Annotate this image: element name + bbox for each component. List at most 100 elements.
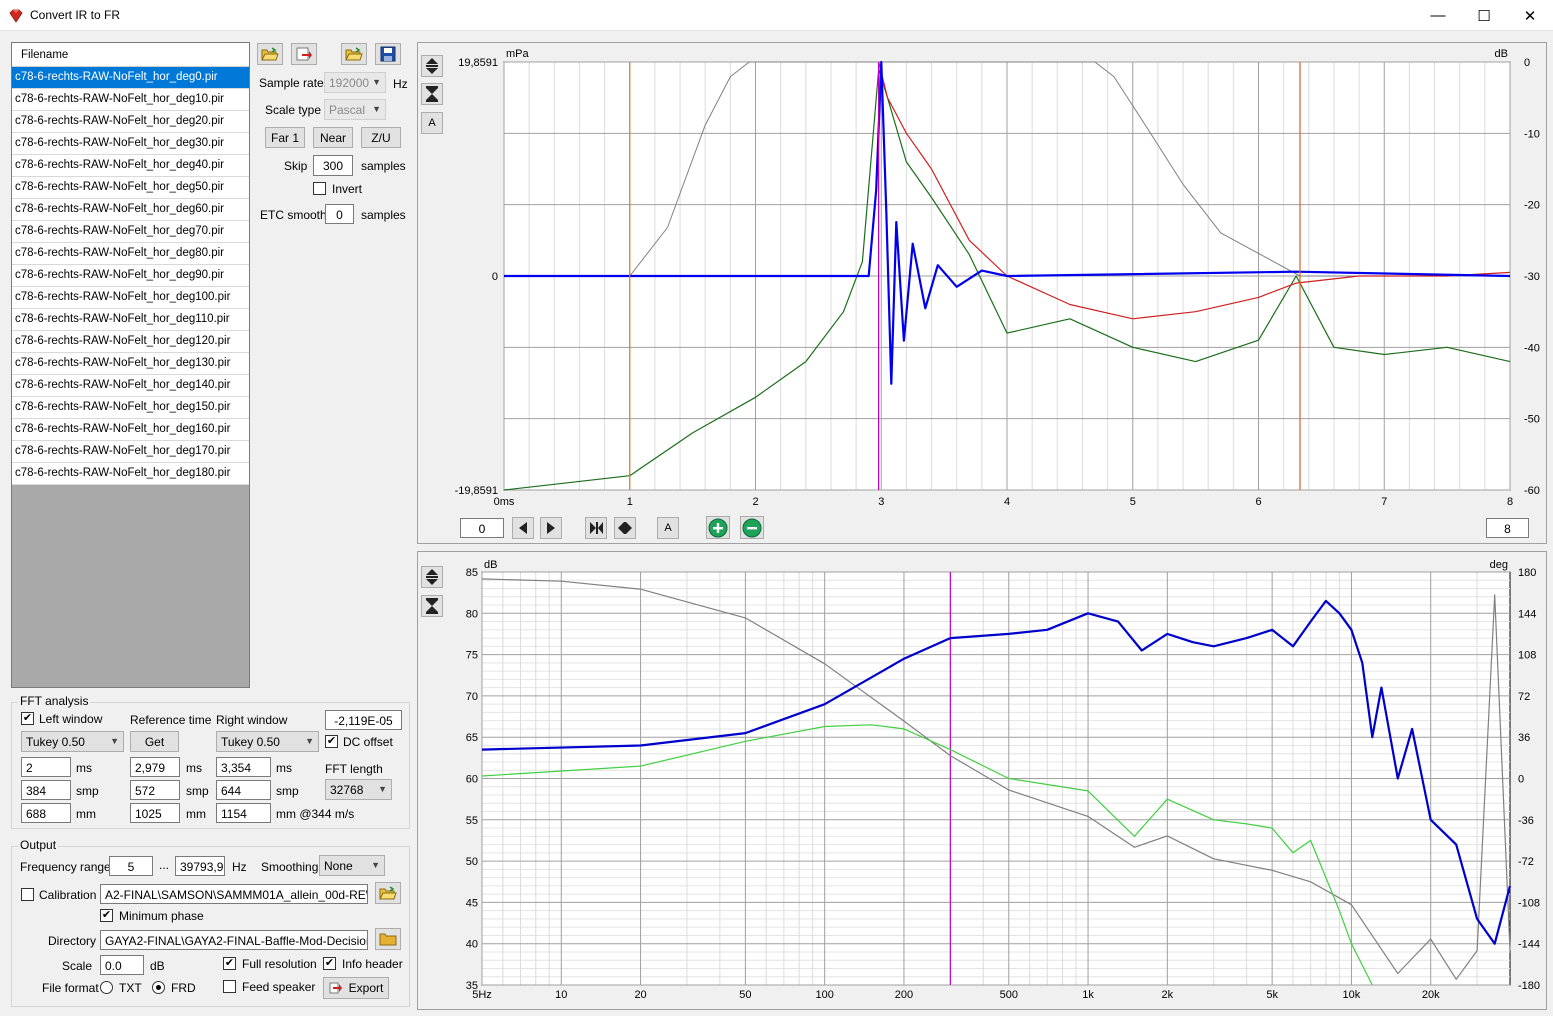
output-title: Output <box>18 838 59 852</box>
etc-smooth-label: ETC smooth <box>260 208 327 222</box>
ir-right-tick-label: -30 <box>1524 271 1540 283</box>
txt-radio[interactable] <box>100 981 113 994</box>
ir-x-tick-label: 8 <box>1507 496 1513 508</box>
calibration-browse-button[interactable] <box>375 882 401 904</box>
right-window-smp-input[interactable]: 644 <box>216 780 271 800</box>
fr-zoom-vertical-button[interactable] <box>421 566 443 588</box>
left-window-smp-input[interactable]: 384 <box>21 780 71 800</box>
file-list-item[interactable]: c78-6-rechts-RAW-NoFelt_hor_deg20.pir <box>12 111 249 133</box>
zoom-fit-horizontal-icon <box>426 86 438 102</box>
file-list-item[interactable]: c78-6-rechts-RAW-NoFelt_hor_deg160.pir <box>12 419 249 441</box>
ir-step-right-button[interactable] <box>540 517 562 539</box>
ir-zoom-vertical-button[interactable] <box>421 55 443 77</box>
reference-mm-input[interactable]: 1025 <box>130 803 180 823</box>
zu-button[interactable]: Z/U <box>361 127 401 148</box>
ir-jump-start-button[interactable] <box>585 517 607 539</box>
file-list-item[interactable]: c78-6-rechts-RAW-NoFelt_hor_deg120.pir <box>12 331 249 353</box>
feed-speaker-checkbox[interactable] <box>223 980 236 993</box>
file-list-item[interactable]: c78-6-rechts-RAW-NoFelt_hor_deg80.pir <box>12 243 249 265</box>
file-list-item[interactable]: c78-6-rechts-RAW-NoFelt_hor_deg170.pir <box>12 441 249 463</box>
file-list-item[interactable]: c78-6-rechts-RAW-NoFelt_hor_deg110.pir <box>12 309 249 331</box>
ir-zoom-horizontal-button[interactable] <box>421 83 443 105</box>
load-folder-button[interactable] <box>341 43 367 65</box>
file-list-item[interactable]: c78-6-rechts-RAW-NoFelt_hor_deg140.pir <box>12 375 249 397</box>
ir-start-input[interactable]: 0 <box>460 518 504 538</box>
save-button[interactable] <box>375 43 401 65</box>
sample-rate-unit: Hz <box>393 77 408 91</box>
skip-input[interactable]: 300 <box>313 155 353 176</box>
scale-input[interactable]: 0.0 <box>100 955 144 975</box>
file-list-item[interactable]: c78-6-rechts-RAW-NoFelt_hor_deg90.pir <box>12 265 249 287</box>
right-window-type-select[interactable]: Tukey 0.50 ▼ <box>216 731 319 752</box>
file-list-item[interactable]: c78-6-rechts-RAW-NoFelt_hor_deg50.pir <box>12 177 249 199</box>
scale-type-select[interactable]: Pascal ▼ <box>324 99 386 120</box>
dc-offset-checkbox[interactable]: ✔ <box>325 735 338 748</box>
frd-label: FRD <box>171 981 196 995</box>
ir-end-input[interactable]: 8 <box>1486 518 1529 538</box>
left-window-checkbox[interactable]: ✔ <box>21 712 34 725</box>
directory-path-input[interactable]: GAYA2-FINAL\GAYA2-FINAL-Baffle-Mod-Decis… <box>100 930 368 950</box>
ir-zoom-in-button[interactable] <box>706 516 730 539</box>
file-list-item[interactable]: c78-6-rechts-RAW-NoFelt_hor_deg0.pir <box>12 67 249 89</box>
right-window-mm-input[interactable]: 1154 <box>216 803 271 823</box>
fft-readout-value: -2,119E-05 <box>325 710 402 730</box>
fr-zoom-horizontal-button[interactable] <box>421 595 443 617</box>
fr-left-tick-label: 50 <box>466 856 478 868</box>
maximize-button[interactable]: ☐ <box>1477 7 1491 25</box>
calibration-path-input[interactable]: A2-FINAL\SAMSON\SAMMM01A_allein_00d-REW.… <box>100 884 368 904</box>
ir-jump-both-button[interactable] <box>614 517 636 539</box>
impulse-response-chart[interactable]: 0ms 1 2 3 4 5 6 7 8 0 -10 -20 -30 -40 -50 -60 19,8591 0 -1… <box>418 43 1546 511</box>
frd-radio[interactable] <box>152 981 165 994</box>
invert-checkbox[interactable] <box>313 182 326 195</box>
directory-browse-button[interactable] <box>375 928 401 950</box>
right-window-ms-input[interactable]: 3,354 <box>216 757 271 777</box>
etc-smooth-input[interactable]: 0 <box>325 204 354 224</box>
fr-left-unit: dB <box>484 559 497 571</box>
left-window-type-select[interactable]: Tukey 0.50 ▼ <box>21 731 124 752</box>
file-list-item[interactable]: c78-6-rechts-RAW-NoFelt_hor_deg130.pir <box>12 353 249 375</box>
reference-smp-input[interactable]: 572 <box>130 780 180 800</box>
close-button[interactable]: ✕ <box>1523 7 1537 25</box>
frequency-to-input[interactable]: 39793,9 <box>175 856 225 876</box>
export-data-button[interactable] <box>291 43 317 65</box>
frequency-range-separator: ... <box>159 858 170 872</box>
file-list-item[interactable]: c78-6-rechts-RAW-NoFelt_hor_deg150.pir <box>12 397 249 419</box>
frequency-from-input[interactable]: 5 <box>109 856 153 876</box>
directory-label: Directory <box>48 934 97 948</box>
export-button[interactable]: Export <box>323 977 389 999</box>
reference-ms-input[interactable]: 2,979 <box>130 757 180 777</box>
ir-auto-button[interactable]: A <box>421 112 443 134</box>
reference-time-label: Reference time <box>130 713 212 727</box>
file-list[interactable]: Filename c78-6-rechts-RAW-NoFelt_hor_deg… <box>11 42 250 688</box>
file-list-item[interactable]: c78-6-rechts-RAW-NoFelt_hor_deg10.pir <box>12 89 249 111</box>
ir-step-left-button[interactable] <box>512 517 534 539</box>
file-list-header[interactable]: Filename <box>12 43 249 67</box>
info-header-checkbox[interactable]: ✔ <box>323 957 336 970</box>
fft-length-select[interactable]: 32768 ▼ <box>325 779 392 800</box>
file-list-item[interactable]: c78-6-rechts-RAW-NoFelt_hor_deg180.pir <box>12 463 249 485</box>
sample-rate-select[interactable]: 192000 ▼ <box>324 72 386 93</box>
invert-label: Invert <box>332 182 363 196</box>
calibration-checkbox[interactable] <box>21 888 34 901</box>
file-list-item[interactable]: c78-6-rechts-RAW-NoFelt_hor_deg100.pir <box>12 287 249 309</box>
frequency-response-chart[interactable]: 5Hz 10 20 50 100 200 500 1k 2k 5k 10k 20k8580757065… <box>418 552 1546 1008</box>
full-resolution-checkbox[interactable]: ✔ <box>223 957 236 970</box>
left-window-mm-input[interactable]: 688 <box>21 803 71 823</box>
file-list-item[interactable]: c78-6-rechts-RAW-NoFelt_hor_deg30.pir <box>12 133 249 155</box>
ir-zoom-out-button[interactable] <box>740 516 764 539</box>
minimum-phase-checkbox[interactable]: ✔ <box>100 909 113 922</box>
smoothing-select[interactable]: None ▼ <box>319 855 385 876</box>
fr-right-tick-label: 180 <box>1518 567 1536 579</box>
get-reference-button[interactable]: Get <box>130 731 179 752</box>
far1-button[interactable]: Far 1 <box>265 127 305 148</box>
file-list-item[interactable]: c78-6-rechts-RAW-NoFelt_hor_deg60.pir <box>12 199 249 221</box>
near-button[interactable]: Near <box>313 127 353 148</box>
ir-auto-range-button[interactable]: A <box>657 517 679 539</box>
file-list-item[interactable]: c78-6-rechts-RAW-NoFelt_hor_deg70.pir <box>12 221 249 243</box>
open-folder-button[interactable] <box>257 43 283 65</box>
left-window-ms-input[interactable]: 2 <box>21 757 71 777</box>
minimize-button[interactable]: — <box>1430 7 1446 24</box>
scale-unit: dB <box>150 959 165 973</box>
fr-left-tick-label: 80 <box>466 608 478 620</box>
file-list-item[interactable]: c78-6-rechts-RAW-NoFelt_hor_deg40.pir <box>12 155 249 177</box>
